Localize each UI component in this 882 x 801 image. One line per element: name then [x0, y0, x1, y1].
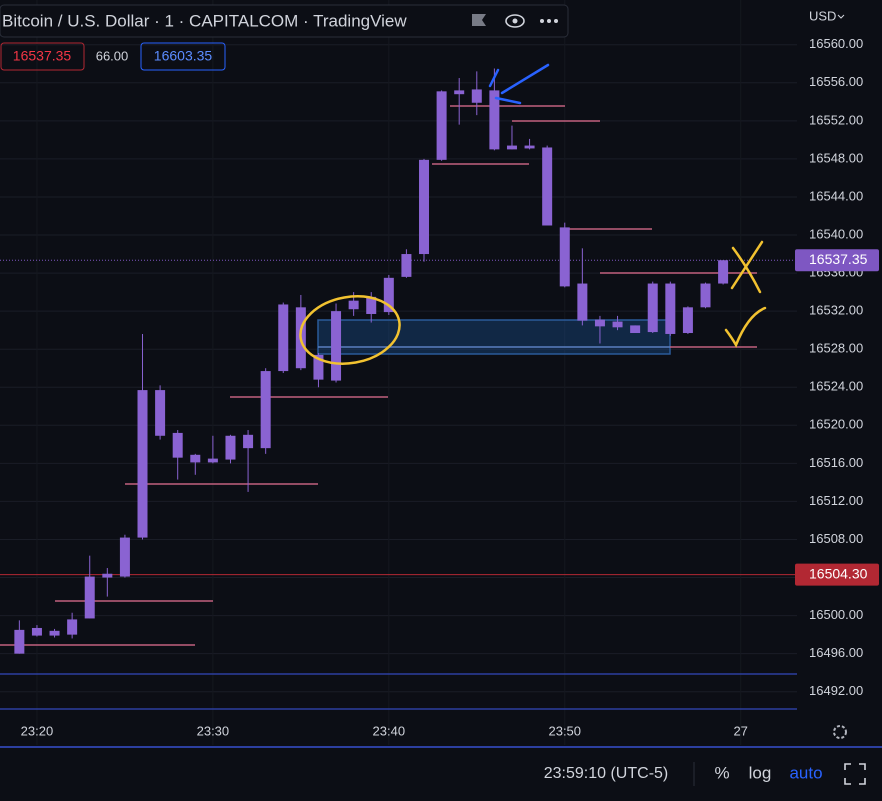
candle-body	[190, 454, 201, 463]
x-tick-label: 23:30	[197, 723, 230, 738]
candle-body	[243, 434, 254, 449]
symbol-title: Bitcoin / U.S. Dollar · 1 · CAPITALCOM ·…	[2, 11, 407, 30]
more-icon[interactable]	[540, 19, 558, 23]
candle-body	[172, 432, 183, 458]
candle-body	[313, 354, 324, 380]
settings-icon[interactable]	[833, 725, 847, 739]
candle-body	[665, 283, 676, 334]
grid	[0, 44, 797, 693]
candle-body	[31, 627, 42, 636]
price-axis	[797, 0, 882, 745]
candle-body	[682, 307, 693, 334]
y-tick-label: 16508.00	[809, 531, 863, 546]
y-tick-label: 16524.00	[809, 379, 863, 394]
eye-icon[interactable]	[505, 14, 525, 28]
y-tick-label: 16540.00	[809, 226, 863, 241]
candle-body	[630, 325, 641, 334]
spread: 66.00	[96, 48, 129, 63]
x-tick-label: 23:50	[548, 723, 581, 738]
y-tick-label: 16516.00	[809, 455, 863, 470]
price-label: 16537.35	[809, 251, 868, 267]
candle-body	[137, 390, 148, 538]
candle-body	[49, 630, 60, 636]
candle-body	[524, 145, 535, 149]
plot	[0, 68, 797, 654]
fullscreen-icon[interactable]	[844, 763, 866, 785]
y-tick-label: 16512.00	[809, 493, 863, 508]
eye-pupil	[512, 18, 518, 24]
candle-body	[225, 435, 236, 460]
price-label-bg	[795, 563, 879, 586]
candle-body	[489, 90, 500, 150]
y-tick-label: 16560.00	[809, 36, 863, 51]
candle-body	[419, 159, 430, 255]
x-tick-label: 23:20	[21, 723, 54, 738]
flag-icon[interactable]	[472, 14, 486, 26]
candle-body	[155, 390, 166, 436]
price-label-bg	[795, 249, 879, 272]
y-tick-label: 16528.00	[809, 341, 863, 356]
chevron	[837, 14, 845, 19]
candle-body	[119, 537, 130, 577]
sell-price[interactable]: 16537.35	[13, 48, 72, 64]
y-tick-label: 16544.00	[809, 188, 863, 203]
clock: 23:59:10 (UTC-5)	[544, 765, 669, 782]
buy-price[interactable]: 16603.35	[154, 48, 213, 64]
annotations	[299, 63, 767, 365]
candle-body	[577, 283, 588, 321]
candle-body	[366, 296, 377, 314]
candle-body	[471, 89, 482, 103]
header-box	[0, 4, 569, 38]
candle-body	[454, 90, 465, 95]
y-tick-label: 16532.00	[809, 303, 863, 318]
candle-body	[401, 254, 412, 277]
y-tick-label: 16520.00	[809, 417, 863, 432]
candle-body	[331, 311, 342, 381]
x-tick-label: 23:40	[373, 723, 406, 738]
axes: 16492.0016496.0016500.0016504.0016508.00…	[21, 36, 879, 738]
candle-body	[383, 277, 394, 313]
candle-body	[348, 300, 359, 310]
candle-body	[84, 576, 95, 619]
percent-toggle[interactable]: %	[714, 763, 729, 782]
sell-button[interactable]	[0, 42, 85, 71]
y-tick-label: 16500.00	[809, 607, 863, 622]
candle-body	[612, 321, 623, 328]
candle-body	[278, 304, 289, 372]
y-tick-label: 16548.00	[809, 150, 863, 165]
auto-toggle[interactable]: auto	[789, 763, 822, 782]
candle-body	[14, 629, 25, 654]
y-tick-label: 16496.00	[809, 645, 863, 660]
candle-body	[700, 283, 711, 308]
y-tick-label: 16556.00	[809, 74, 863, 89]
y-tick-label: 16492.00	[809, 683, 863, 698]
candle-body	[594, 319, 605, 327]
price-label: 16504.30	[809, 565, 868, 581]
log-toggle[interactable]: log	[749, 763, 772, 782]
candle-body	[647, 283, 658, 333]
y-tick-label: 16552.00	[809, 112, 863, 127]
candle-body	[559, 227, 570, 287]
candle-body	[542, 147, 553, 226]
candle-body	[436, 91, 447, 160]
candle-body	[718, 260, 729, 284]
x-tick-label: 27	[733, 723, 747, 738]
buy-button[interactable]	[140, 42, 226, 71]
currency[interactable]: USD	[809, 8, 836, 23]
candle-body	[506, 145, 517, 150]
candle-body	[67, 619, 78, 635]
candle-body	[260, 371, 271, 449]
candle-body	[207, 458, 218, 463]
drawings	[0, 105, 797, 710]
candle-body	[102, 573, 113, 578]
